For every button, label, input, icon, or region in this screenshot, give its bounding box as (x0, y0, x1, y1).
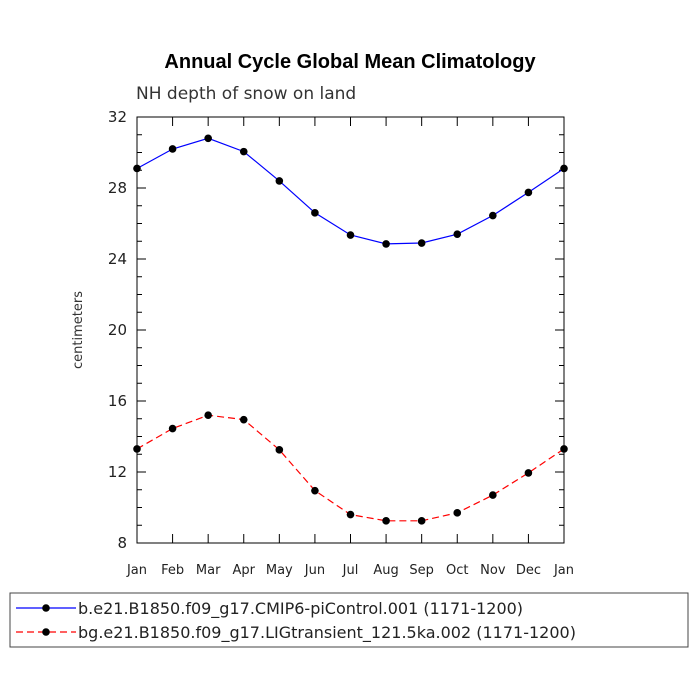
legend-marker (42, 604, 50, 612)
data-point (311, 209, 319, 217)
axes: 8 12 16 20 24 28 32 Jan Feb Mar Apr May Jun Jul Aug Sep… (108, 108, 574, 578)
data-point (168, 145, 177, 153)
x-tick-label: Jun (304, 563, 325, 578)
x-tick-label: Oct (446, 563, 468, 578)
data-point (524, 188, 533, 197)
data-point (382, 517, 390, 525)
x-tick-label: Dec (516, 563, 541, 578)
data-point (453, 509, 462, 517)
data-point (168, 424, 177, 433)
data-point (133, 164, 141, 173)
data-point (239, 415, 248, 424)
x-tick-label: Jul (342, 563, 359, 578)
y-tick-label: 28 (108, 179, 127, 197)
plot-frame (136, 116, 565, 544)
data-point (346, 510, 355, 519)
data-point (560, 164, 568, 173)
x-tick-label: Apr (233, 563, 256, 578)
data-point (489, 211, 497, 220)
data-point (382, 240, 390, 248)
y-axis-label: centimeters (71, 291, 86, 369)
chart-subtitle: NH depth of snow on land (136, 84, 356, 104)
data-point (560, 445, 568, 453)
legend-box (9, 592, 689, 648)
data-point (239, 147, 248, 156)
series-line (136, 414, 565, 522)
chart-title: Annual Cycle Global Mean Climatology (164, 51, 536, 73)
series-line (136, 137, 565, 245)
x-tick-label: Jan (553, 563, 574, 578)
data-point (204, 134, 212, 143)
data-point (489, 491, 497, 499)
data-point (346, 231, 355, 239)
data-point (275, 177, 284, 185)
x-tick-label: Jan (126, 563, 147, 578)
series-layer (133, 134, 568, 525)
y-tick-label: 8 (117, 534, 127, 552)
legend-label: b.e21.B1850.f09_g17.CMIP6-piControl.001 … (78, 599, 523, 619)
data-point (417, 517, 426, 525)
data-point (204, 411, 212, 420)
x-tick-label: Aug (373, 563, 398, 578)
x-tick-label: Sep (409, 563, 434, 578)
y-tick-label: 12 (108, 463, 127, 481)
legend-marker (42, 628, 50, 636)
data-point (417, 239, 426, 247)
x-tick-label: Mar (196, 563, 221, 578)
data-point (524, 469, 533, 477)
data-point (453, 230, 462, 238)
data-point (275, 446, 284, 454)
y-tick-label: 32 (108, 108, 127, 126)
x-tick-label: Feb (161, 563, 184, 578)
x-tick-label: Nov (480, 563, 506, 578)
legend: b.e21.B1850.f09_g17.CMIP6-piControl.001 … (16, 599, 576, 643)
data-point (133, 445, 141, 453)
y-tick-label: 16 (108, 392, 127, 410)
x-tick-label: May (266, 563, 293, 578)
y-tick-label: 20 (108, 321, 127, 339)
y-tick-label: 24 (108, 250, 127, 268)
series-2 (133, 411, 568, 525)
legend-label: bg.e21.B1850.f09_g17.LIGtransient_121.5k… (78, 623, 576, 643)
data-point (311, 486, 319, 495)
series-1 (133, 134, 568, 248)
